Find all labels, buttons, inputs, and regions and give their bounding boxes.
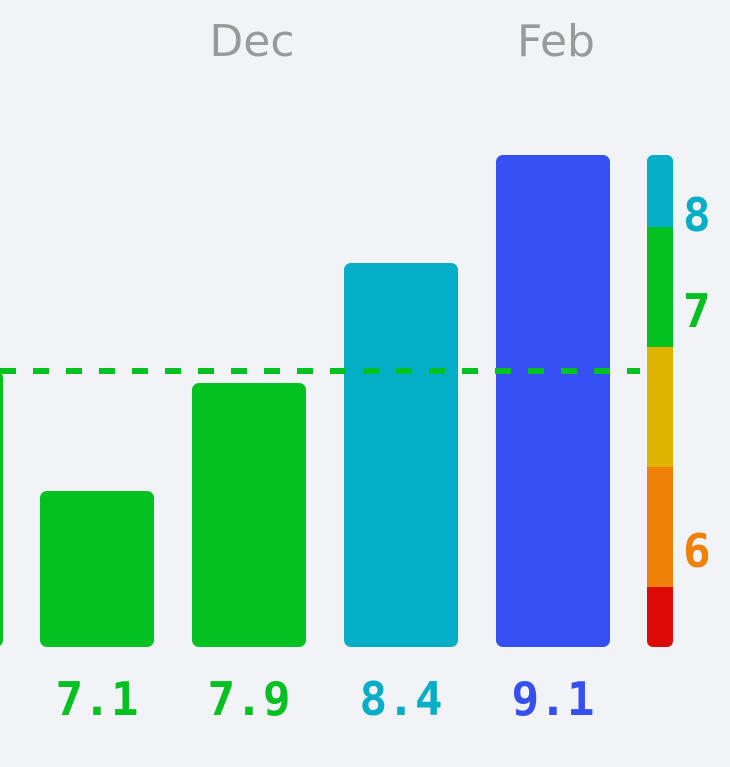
bar-4 (496, 155, 610, 647)
x-tick-label: Feb (517, 16, 595, 67)
color-scale-tick-label: 7 (683, 284, 711, 338)
bar-1 (40, 491, 154, 647)
bar-value-label: 7.1 (55, 672, 138, 726)
color-scale-tick-labels: 8 7 6 (683, 188, 711, 578)
bar-value-labels: 7.1 7.9 8.4 9.1 (55, 672, 594, 726)
color-scale (647, 155, 673, 647)
color-scale-tick-label: 8 (683, 188, 711, 242)
bar-partial (0, 372, 3, 646)
bar-value-label: 9.1 (511, 672, 594, 726)
x-tick-label: Dec (209, 16, 294, 67)
bars (0, 155, 610, 647)
color-scale-tick-label: 6 (683, 524, 711, 578)
color-scale-band (647, 155, 673, 227)
x-axis-month-labels: Dec Feb (209, 16, 595, 67)
bar-3 (344, 263, 458, 647)
color-scale-band (647, 227, 673, 347)
bar-2 (192, 383, 306, 647)
bar-value-label: 8.4 (359, 672, 442, 726)
color-scale-band (647, 467, 673, 587)
bar-value-label: 7.9 (207, 672, 290, 726)
color-scale-band (647, 347, 673, 467)
color-scale-band (647, 587, 673, 647)
